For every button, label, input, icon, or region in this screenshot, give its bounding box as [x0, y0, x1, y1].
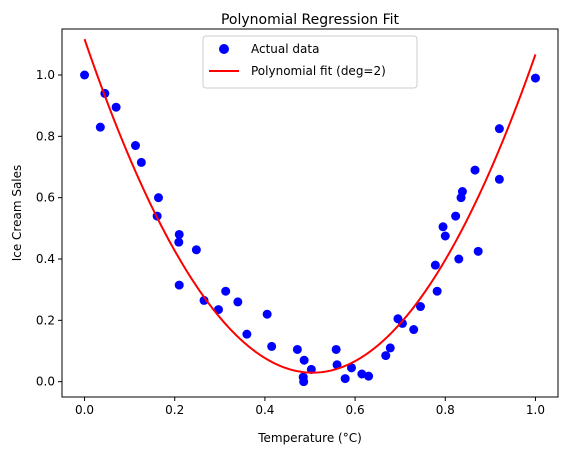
data-point: [357, 369, 367, 379]
data-point: [440, 231, 450, 241]
data-point: [385, 343, 395, 353]
data-point: [415, 302, 425, 312]
y-axis-label: Ice Cream Sales: [10, 165, 24, 262]
y-tick-label: 0.0: [36, 375, 55, 389]
polynomial-fit-line: [83, 38, 537, 374]
x-axis: 0.0 0.2 0.4 0.6 0.8 1.0: [75, 397, 545, 417]
plot-frame: [61, 28, 559, 398]
data-point: [346, 363, 356, 373]
x-tick-label: 0.2: [165, 403, 184, 417]
data-point: [199, 295, 209, 305]
data-point: [292, 344, 302, 354]
legend: Actual data Polynomial fit (deg=2): [202, 35, 418, 89]
data-point: [130, 141, 140, 151]
x-tick-label: 1.0: [526, 403, 545, 417]
data-point: [242, 329, 252, 339]
data-point: [530, 73, 540, 83]
data-point: [267, 341, 277, 351]
data-point: [174, 229, 184, 239]
x-tick-label: 0.0: [75, 403, 94, 417]
legend-marker-actual-data: [219, 44, 229, 54]
data-point: [233, 297, 243, 307]
data-point: [494, 174, 504, 184]
data-point: [331, 344, 341, 354]
plot-area: [80, 38, 540, 387]
data-point: [340, 374, 350, 384]
data-point: [191, 245, 201, 255]
x-tick-label: 0.4: [255, 403, 274, 417]
data-point: [174, 280, 184, 290]
data-point: [494, 124, 504, 134]
legend-label-polynomial-fit: Polynomial fit (deg=2): [251, 64, 386, 78]
data-point: [381, 351, 391, 361]
data-point: [409, 325, 419, 335]
data-point: [299, 377, 309, 387]
data-point: [438, 222, 448, 232]
data-point: [473, 246, 483, 256]
x-axis-label: Temperature (°C): [257, 431, 362, 445]
data-point: [221, 286, 231, 296]
data-point: [111, 102, 121, 112]
data-point: [451, 211, 461, 221]
data-point: [153, 193, 163, 203]
data-point: [364, 371, 374, 381]
y-tick-label: 0.2: [36, 313, 55, 327]
y-tick-label: 0.8: [36, 129, 55, 143]
legend-label-actual-data: Actual data: [251, 42, 319, 56]
data-point: [332, 360, 342, 370]
y-tick-label: 0.4: [36, 252, 55, 266]
data-point: [80, 70, 90, 80]
data-point: [457, 187, 467, 197]
data-point: [95, 122, 105, 132]
legend-frame: [202, 35, 418, 89]
y-tick-label: 0.6: [36, 191, 55, 205]
data-point: [299, 355, 309, 365]
data-point: [454, 254, 464, 264]
chart-title: Polynomial Regression Fit: [221, 12, 400, 28]
data-point: [470, 165, 480, 175]
data-point: [430, 260, 440, 270]
data-point: [262, 309, 272, 319]
data-point: [397, 318, 407, 328]
y-tick-label: 1.0: [36, 68, 55, 82]
x-tick-label: 0.8: [436, 403, 455, 417]
data-point: [174, 237, 184, 247]
data-point: [136, 157, 146, 167]
x-tick-label: 0.6: [346, 403, 365, 417]
y-axis: 0.0 0.2 0.4 0.6 0.8 1.0: [36, 68, 62, 389]
data-point: [432, 286, 442, 296]
